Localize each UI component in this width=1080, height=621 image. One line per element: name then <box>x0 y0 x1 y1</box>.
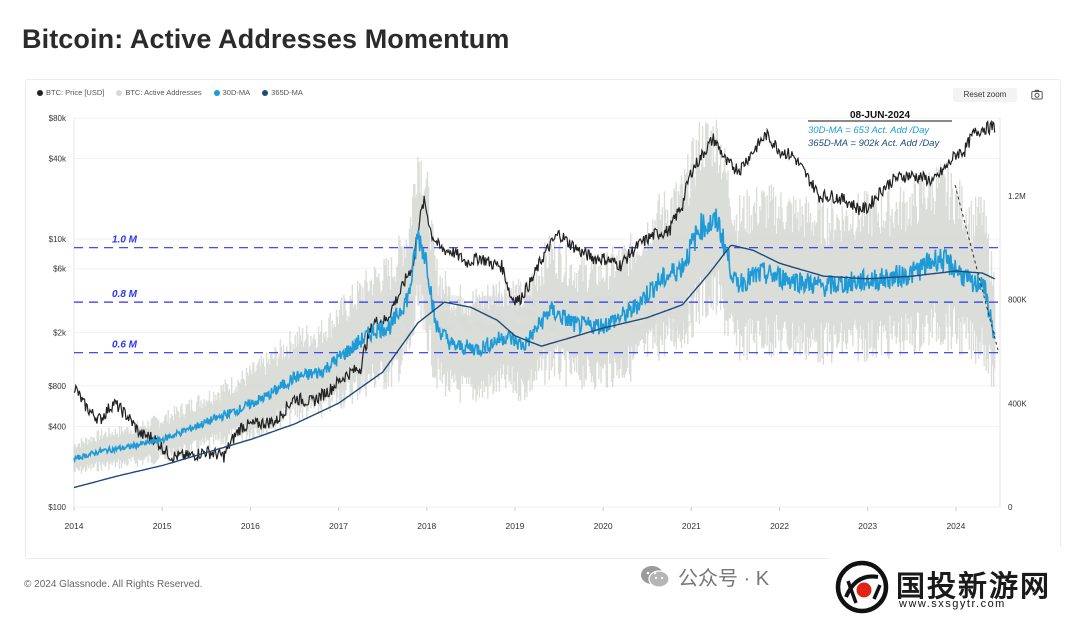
annotation-pointer <box>954 184 999 351</box>
left-axis-tick-label: $2k <box>53 329 67 338</box>
brand-url: www.sxsgytr.com <box>899 598 1006 610</box>
x-axis-tick-label: 2015 <box>153 521 172 531</box>
legend-dot-30d-ma <box>213 89 220 96</box>
legend-label-365d-ma: 365D-MA <box>271 88 303 97</box>
left-axis-tick-label: $80k <box>49 114 67 123</box>
copyright-text: © 2024 Glassnode. All Rights Reserved. <box>24 579 203 590</box>
camera-icon[interactable] <box>1031 89 1043 100</box>
x-axis-tick-label: 2018 <box>417 521 436 531</box>
left-axis-tick-label: $10k <box>49 235 67 244</box>
x-axis-tick-label: 2016 <box>241 521 260 531</box>
left-axis-tick-label: $800 <box>48 382 66 391</box>
left-axis-tick-label: $40k <box>49 154 67 163</box>
annotation-ma365: 365D-MA = 902k Act. Add /Day <box>808 138 940 149</box>
left-axis-tick-label: $400 <box>48 422 66 431</box>
threshold-label: 0.8 M <box>112 289 138 300</box>
legend-item-active-addresses[interactable]: BTC: Active Addresses <box>116 88 202 97</box>
legend-item-365d-ma[interactable]: 365D-MA <box>262 88 303 97</box>
x-axis-tick-label: 2020 <box>594 521 613 531</box>
legend-item-30d-ma[interactable]: 30D-MA <box>213 88 251 97</box>
brand-name: 国投新游网 <box>896 571 1052 603</box>
chart-legend: BTC: Price [USD] BTC: Active Addresses 3… <box>37 88 303 97</box>
left-axis-tick-label: $100 <box>48 503 66 512</box>
threshold-label: 0.6 M <box>112 340 138 351</box>
legend-dot-price <box>37 89 43 96</box>
x-axis-tick-label: 2024 <box>946 521 965 531</box>
reset-zoom-button[interactable]: Reset zoom <box>953 88 1017 102</box>
right-axis-tick-label: 800K <box>1008 296 1027 305</box>
left-axis-tick-label: $6k <box>53 265 67 274</box>
legend-dot-active-addresses <box>116 89 123 96</box>
ma30-series <box>73 208 996 464</box>
legend-label-price: BTC: Price [USD] <box>46 88 105 97</box>
x-axis-tick-label: 2021 <box>682 521 701 531</box>
x-axis-tick-label: 2014 <box>65 521 84 531</box>
x-axis-tick-label: 2023 <box>858 521 877 531</box>
threshold-label: 1.0 M <box>112 235 138 246</box>
brand-logo-icon <box>835 560 889 614</box>
ma365-series <box>73 244 995 489</box>
legend-label-30d-ma: 30D-MA <box>222 88 251 97</box>
right-axis-tick-label: 400K <box>1008 399 1027 408</box>
right-axis-tick-label: 0 <box>1008 503 1013 512</box>
wechat-overlay: 公众号 · K <box>640 562 769 591</box>
annotation-ma30: 30D-MA = 653 Act. Add /Day <box>808 125 930 136</box>
page-title: Bitcoin: Active Addresses Momentum <box>22 24 510 54</box>
right-axis-tick-label: 1.2M <box>1008 192 1026 201</box>
x-axis-tick-label: 2022 <box>770 521 789 531</box>
legend-label-active-addresses: BTC: Active Addresses <box>125 88 202 97</box>
brand-watermark: 国投新游网 www.sxsgytr.com <box>830 547 1080 621</box>
wechat-icon <box>641 565 670 588</box>
x-axis-tick-label: 2017 <box>329 521 348 531</box>
x-axis-tick-label: 2019 <box>505 521 524 531</box>
legend-dot-365d-ma <box>262 89 269 96</box>
btc-price-series <box>73 119 996 464</box>
wechat-text: 公众号 · K <box>678 568 770 590</box>
annotation-date: 08-JUN-2024 <box>850 110 910 121</box>
legend-item-price[interactable]: BTC: Price [USD] <box>37 88 104 97</box>
